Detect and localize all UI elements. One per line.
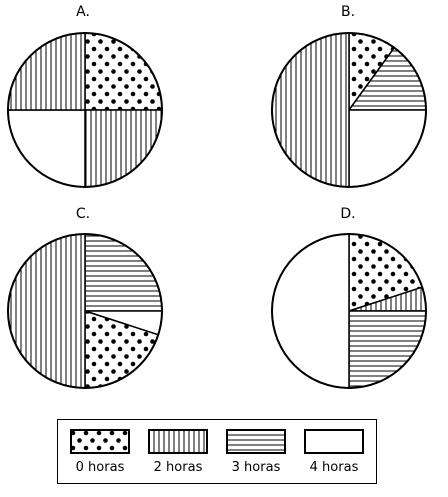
pie-c-label: C.: [76, 206, 90, 222]
pie-b-label: B.: [341, 4, 355, 20]
legend-item-2-horas: 2 horas: [142, 429, 214, 475]
pie-a-slice-3-2-horas: [7, 32, 86, 111]
pie-a-slice-1-2-horas: [84, 109, 163, 188]
pie-d-slice-3-4-horas: [271, 233, 350, 389]
pie-chart-figure: A. B. C. D.: [7, 4, 427, 389]
pie-a-slice-2-4-horas: [7, 109, 86, 188]
legend-swatch-vertical-lines: [148, 429, 208, 454]
legend-swatch-horizontal-lines: [226, 429, 286, 454]
legend: 0 horas 2 horas 3 horas 4 horas: [57, 419, 377, 484]
pie-d-outline: [271, 233, 427, 389]
legend-item-4-horas: 4 horas: [298, 429, 370, 475]
pie-c-outline: [7, 233, 163, 389]
legend-swatch-dots: [70, 429, 130, 454]
legend-label: 0 horas: [75, 460, 125, 475]
pie-b-slice-2-4-horas: [348, 109, 427, 188]
pie-b-slice-3-2-horas: [271, 32, 350, 188]
legend-label: 3 horas: [231, 460, 281, 475]
pie-a-outline: [7, 32, 163, 188]
legend-item-0-horas: 0 horas: [64, 429, 136, 475]
pie-c-slice-3-2-horas: [7, 233, 86, 389]
pie-a-label: A.: [76, 4, 90, 20]
legend-swatch-blank: [304, 429, 364, 454]
legend-item-3-horas: 3 horas: [220, 429, 292, 475]
pie-c-slice-0-3-horas: [84, 233, 163, 312]
legend-label: 4 horas: [309, 460, 359, 475]
pie-a-slice-0-0-horas: [84, 32, 163, 111]
pie-d-slice-2-3-horas: [348, 310, 427, 389]
pie-d-label: D.: [340, 206, 355, 222]
pie-b-outline: [271, 32, 427, 188]
legend-label: 2 horas: [153, 460, 203, 475]
